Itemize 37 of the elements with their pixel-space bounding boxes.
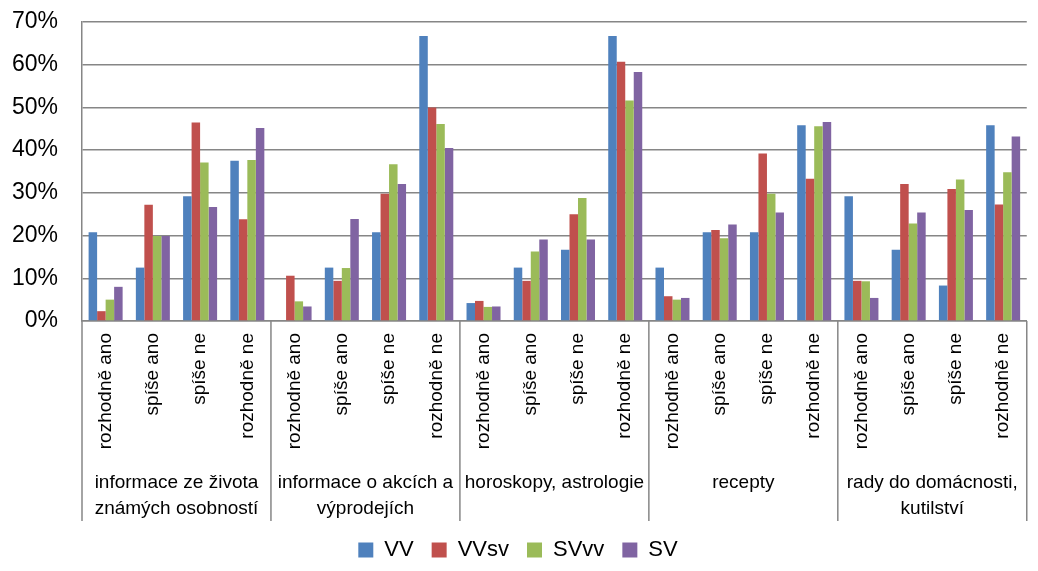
x-tick-label: rozhodně ano [93, 333, 115, 450]
x-tick-label: spíše ne [566, 333, 588, 405]
x-tick-label: rozhodně ano [849, 333, 871, 450]
x-tick-label: rozhodně ne [424, 333, 446, 439]
y-tick-label: 10% [11, 263, 58, 290]
y-tick-label: 60% [11, 50, 58, 77]
x-tick-label: spíše ne [188, 333, 210, 405]
text: horoskopy, astrologie [464, 471, 644, 493]
y-tick-label: 20% [11, 220, 58, 247]
x-tick-label: spíše ano [330, 333, 352, 416]
y-tick-label: 40% [11, 135, 58, 162]
legend-label: VVsv [457, 536, 510, 562]
x-tick-label: rozhodně ano [471, 333, 493, 450]
x-tick-label: spíše ano [141, 333, 163, 416]
text: rady do domácnosti, kutilství [846, 471, 1018, 519]
x-tick-label: spíše ano [707, 333, 729, 416]
y-tick-label: 50% [11, 92, 58, 119]
x-tick-label: spíše ne [755, 333, 777, 405]
x-tick-label: rozhodně ano [660, 333, 682, 450]
y-tick-label: 0% [24, 306, 58, 333]
legend-label: VV [384, 536, 414, 562]
x-tick-label: rozhodně ne [613, 333, 635, 439]
text: recepty [712, 471, 775, 493]
x-tick-label: rozhodně ne [802, 333, 824, 439]
x-tick-label: rozhodně ne [235, 333, 257, 439]
text: informace ze života známých osobností [94, 471, 260, 519]
x-tick-label: rozhodně ano [282, 333, 304, 450]
y-tick-label: 70% [11, 7, 58, 34]
x-tick-label: spíše ano [519, 333, 540, 416]
text: informace o akcích a výprodejích [277, 471, 454, 519]
x-tick-label: rozhodně ne [991, 333, 1013, 439]
x-tick-label: spíše ne [377, 333, 399, 405]
x-tick-label: spíše ne [944, 333, 966, 405]
y-tick-label: 30% [11, 178, 58, 205]
legend-label: SVvv [553, 536, 605, 562]
legend-label: SV [648, 536, 679, 562]
x-tick-label: spíše ano [896, 333, 918, 416]
